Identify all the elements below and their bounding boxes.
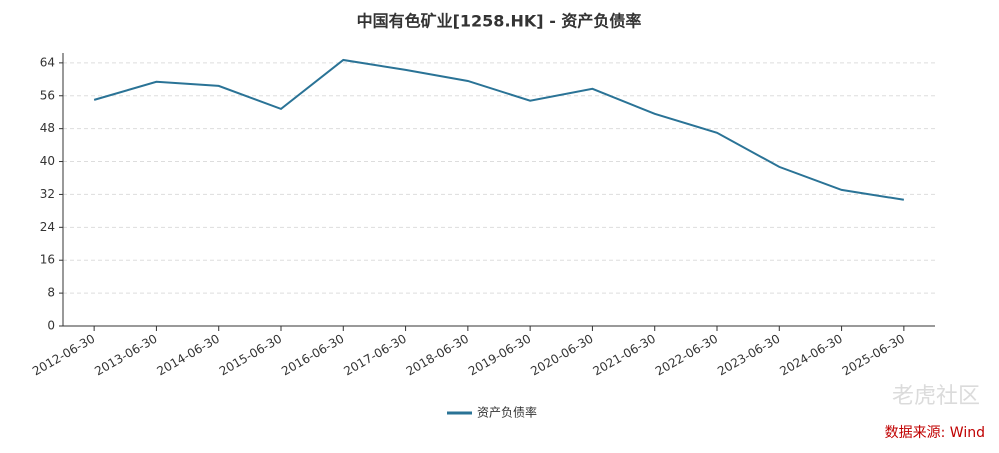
x-tick-label: 2017-06-30	[341, 332, 408, 379]
line	[93, 58, 905, 201]
x-tick-label: 2013-06-30	[92, 332, 159, 379]
x-tick-label: 2018-06-30	[404, 332, 471, 379]
y-tick-label: 24	[40, 220, 55, 234]
x-tick-label: 2014-06-30	[155, 332, 222, 379]
y-tick-label: 64	[40, 55, 55, 69]
legend-label: 资产负债率	[477, 405, 537, 420]
chart-title: 中国有色矿业[1258.HK] - 资产负债率	[357, 12, 642, 31]
x-tick-label: 2024-06-30	[777, 332, 844, 379]
y-tick-label: 16	[40, 253, 55, 267]
y-tick-label: 32	[40, 187, 55, 201]
x-tick-label: 2019-06-30	[466, 332, 533, 379]
y-tick-label: 0	[47, 319, 55, 333]
x-tick-label: 2022-06-30	[653, 332, 720, 379]
watermark: 老虎社区	[892, 384, 980, 409]
y-tick-label: 40	[40, 154, 55, 168]
x-tick-label: 2016-06-30	[279, 332, 346, 379]
x-tick-label: 2025-06-30	[840, 332, 907, 379]
x-tick-label: 2012-06-30	[30, 332, 97, 379]
x-tick-label: 2020-06-30	[528, 332, 595, 379]
x-tick-label: 2023-06-30	[715, 332, 782, 379]
source-note: 数据来源: Wind	[885, 425, 985, 441]
y-tick-label: 8	[47, 286, 55, 300]
x-tick-label: 2015-06-30	[217, 332, 284, 379]
y-tick-label: 48	[40, 121, 55, 135]
x-tick-label: 2021-06-30	[591, 332, 658, 379]
y-tick-label: 56	[40, 88, 55, 102]
